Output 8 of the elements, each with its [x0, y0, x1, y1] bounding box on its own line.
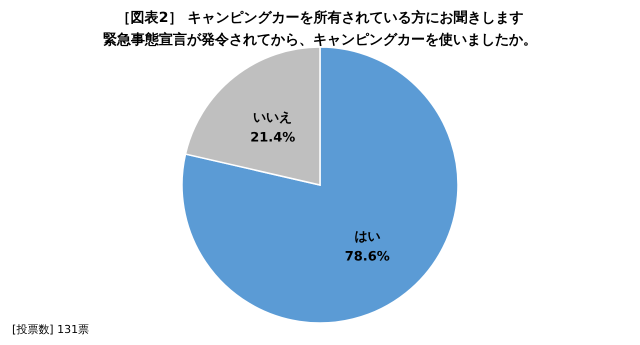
chart-subtitle: 緊急事態宣言が発令されてから、キャンピングカーを使いましたか。 — [103, 31, 537, 48]
pie-slice — [181, 46, 459, 324]
chart-title: ［図表2］ キャンピングカーを所有されている方にお聞きします — [116, 9, 524, 26]
slice-label: はい — [354, 229, 380, 244]
data-label: 78.6% — [344, 249, 390, 264]
text: [投票数] 131票 — [12, 323, 90, 336]
data-label: 21.4% — [250, 130, 296, 146]
slice-label: いいえ — [253, 110, 292, 126]
